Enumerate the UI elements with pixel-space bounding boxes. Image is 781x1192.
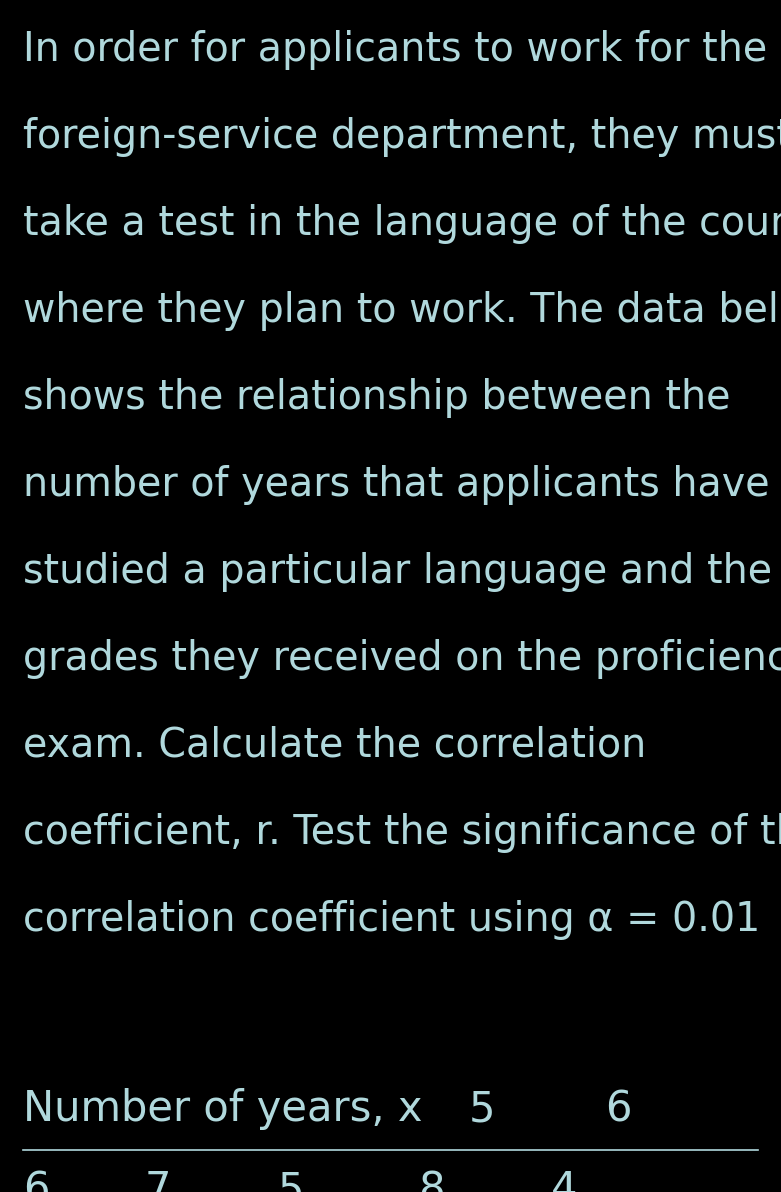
Text: where they plan to work. The data below: where they plan to work. The data below bbox=[23, 291, 781, 331]
Text: shows the relationship between the: shows the relationship between the bbox=[23, 378, 731, 418]
Text: studied a particular language and the: studied a particular language and the bbox=[23, 552, 772, 592]
Text: foreign-service department, they must: foreign-service department, they must bbox=[23, 117, 781, 157]
Text: 4: 4 bbox=[551, 1169, 577, 1192]
Text: 8: 8 bbox=[418, 1169, 444, 1192]
Text: 5: 5 bbox=[469, 1088, 495, 1130]
Text: number of years that applicants have: number of years that applicants have bbox=[23, 465, 770, 505]
Text: In order for applicants to work for the: In order for applicants to work for the bbox=[23, 30, 768, 70]
Text: correlation coefficient using α = 0.01: correlation coefficient using α = 0.01 bbox=[23, 900, 761, 940]
Text: take a test in the language of the country: take a test in the language of the count… bbox=[23, 204, 781, 244]
Text: 7: 7 bbox=[144, 1169, 171, 1192]
Text: coefficient, r. Test the significance of the: coefficient, r. Test the significance of… bbox=[23, 813, 781, 853]
Text: 5: 5 bbox=[277, 1169, 304, 1192]
Text: Number of years, x: Number of years, x bbox=[23, 1088, 423, 1130]
Text: exam. Calculate the correlation: exam. Calculate the correlation bbox=[23, 726, 647, 766]
Text: 6: 6 bbox=[23, 1169, 50, 1192]
Text: grades they received on the proficiency: grades they received on the proficiency bbox=[23, 639, 781, 679]
Text: 6: 6 bbox=[605, 1088, 632, 1130]
